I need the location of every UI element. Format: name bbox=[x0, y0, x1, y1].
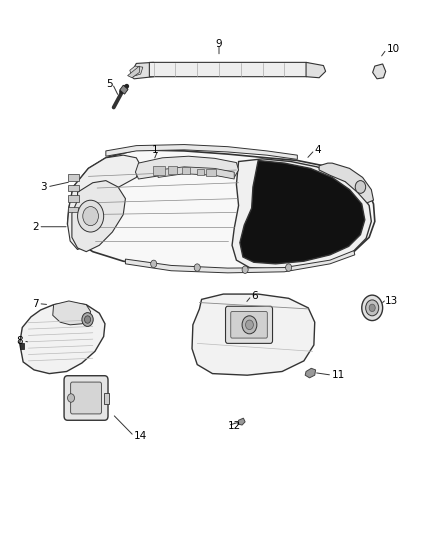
Polygon shape bbox=[305, 368, 316, 378]
Polygon shape bbox=[158, 167, 234, 179]
Polygon shape bbox=[240, 160, 365, 264]
Circle shape bbox=[82, 313, 93, 326]
FancyBboxPatch shape bbox=[71, 382, 102, 414]
Circle shape bbox=[83, 207, 99, 225]
Polygon shape bbox=[373, 64, 386, 79]
Polygon shape bbox=[306, 62, 325, 78]
Polygon shape bbox=[67, 150, 375, 271]
Circle shape bbox=[85, 316, 91, 323]
Circle shape bbox=[369, 304, 375, 312]
Circle shape bbox=[286, 264, 292, 271]
Polygon shape bbox=[120, 85, 128, 94]
Text: 10: 10 bbox=[387, 44, 400, 54]
Text: 11: 11 bbox=[332, 370, 346, 380]
FancyBboxPatch shape bbox=[226, 306, 272, 343]
Polygon shape bbox=[53, 301, 91, 325]
Text: 6: 6 bbox=[252, 290, 258, 301]
Circle shape bbox=[366, 300, 379, 316]
Text: 3: 3 bbox=[40, 182, 47, 192]
Text: 1: 1 bbox=[152, 145, 158, 155]
Bar bbox=[20, 343, 24, 349]
Polygon shape bbox=[72, 181, 125, 252]
Circle shape bbox=[242, 266, 248, 273]
Polygon shape bbox=[238, 418, 245, 425]
Bar bbox=[68, 185, 79, 191]
Circle shape bbox=[67, 394, 74, 402]
Bar bbox=[68, 207, 78, 212]
FancyBboxPatch shape bbox=[64, 376, 108, 420]
Polygon shape bbox=[130, 66, 143, 77]
Text: 7: 7 bbox=[32, 298, 39, 309]
FancyBboxPatch shape bbox=[231, 312, 267, 338]
Polygon shape bbox=[127, 66, 139, 78]
Circle shape bbox=[194, 264, 200, 271]
Text: 12: 12 bbox=[228, 421, 241, 431]
Text: 14: 14 bbox=[134, 431, 147, 441]
Polygon shape bbox=[130, 62, 154, 79]
Bar bbox=[104, 393, 109, 405]
Circle shape bbox=[246, 320, 253, 329]
Polygon shape bbox=[125, 251, 355, 273]
Polygon shape bbox=[135, 156, 239, 179]
Text: 13: 13 bbox=[385, 296, 398, 306]
Bar bbox=[68, 174, 79, 181]
Circle shape bbox=[78, 200, 104, 232]
Text: 8: 8 bbox=[17, 336, 23, 346]
Bar bbox=[153, 166, 165, 175]
Text: 5: 5 bbox=[106, 78, 113, 88]
Polygon shape bbox=[232, 159, 371, 269]
Circle shape bbox=[242, 316, 257, 334]
Text: 9: 9 bbox=[215, 39, 223, 49]
Polygon shape bbox=[20, 303, 105, 374]
Bar bbox=[182, 167, 190, 174]
Bar bbox=[197, 169, 204, 175]
Bar bbox=[168, 166, 177, 174]
Bar bbox=[68, 196, 79, 202]
Polygon shape bbox=[106, 144, 297, 159]
Circle shape bbox=[151, 260, 157, 268]
Bar bbox=[206, 169, 215, 176]
Text: 2: 2 bbox=[32, 222, 39, 232]
Polygon shape bbox=[67, 155, 141, 249]
Circle shape bbox=[355, 181, 366, 193]
Polygon shape bbox=[319, 163, 374, 203]
Polygon shape bbox=[149, 62, 311, 77]
Text: 4: 4 bbox=[315, 145, 321, 155]
Polygon shape bbox=[192, 294, 315, 375]
Circle shape bbox=[362, 295, 383, 320]
